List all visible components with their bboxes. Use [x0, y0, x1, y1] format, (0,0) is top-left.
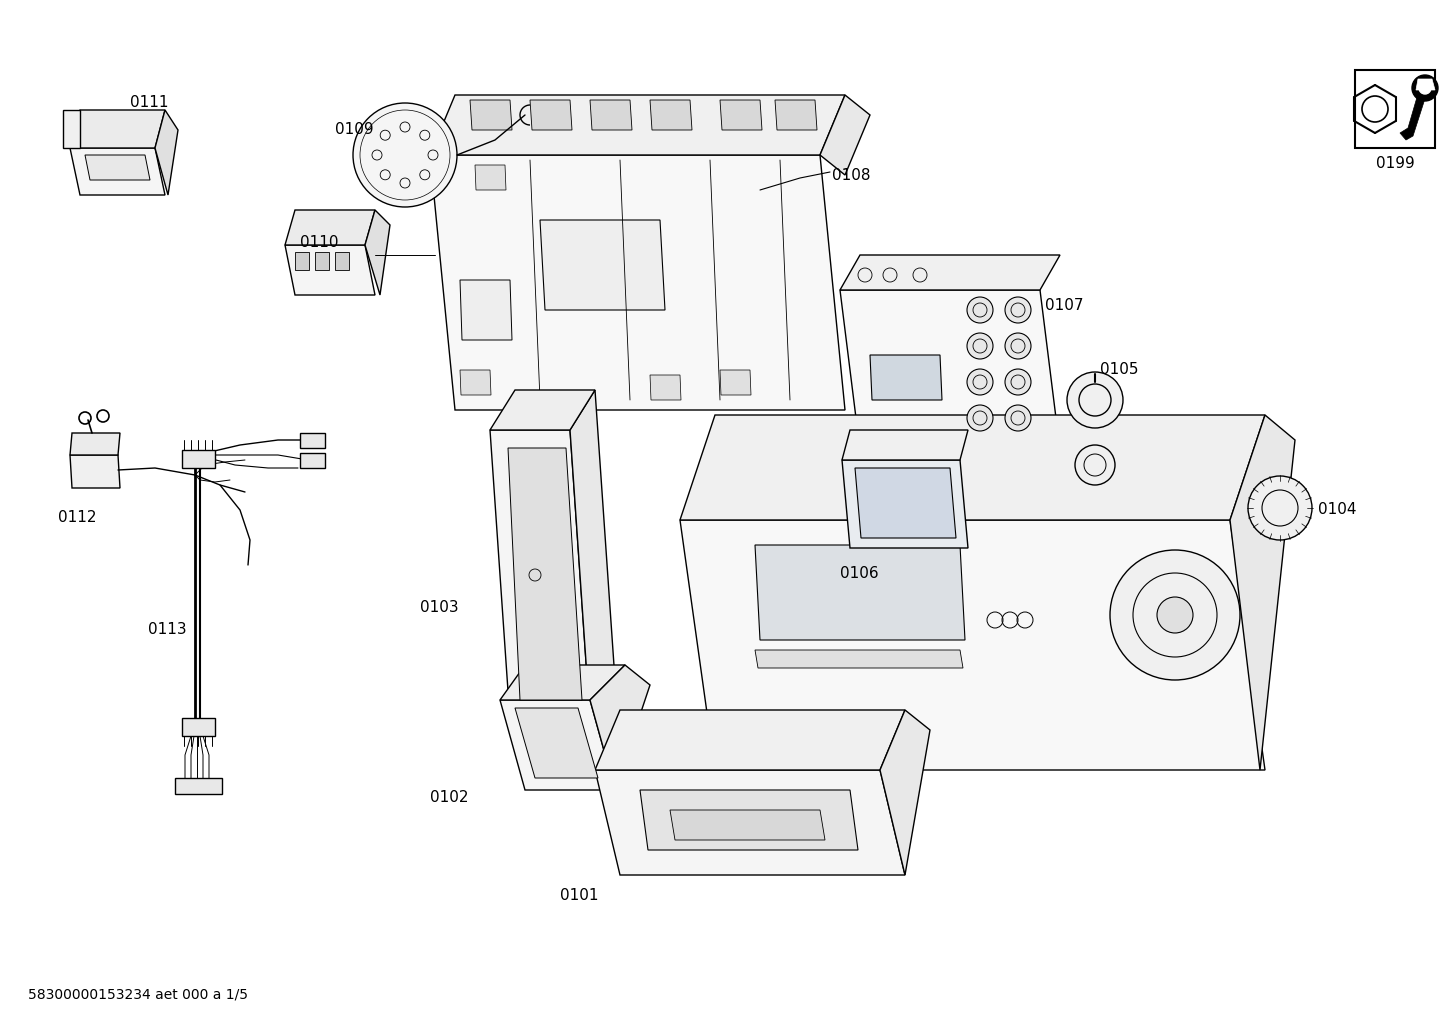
Circle shape — [1156, 597, 1193, 633]
Polygon shape — [1355, 70, 1435, 148]
Circle shape — [968, 333, 994, 359]
Polygon shape — [286, 245, 375, 294]
Circle shape — [968, 405, 994, 431]
Circle shape — [1005, 405, 1031, 431]
Polygon shape — [820, 95, 870, 175]
Polygon shape — [85, 155, 150, 180]
Text: 0110: 0110 — [300, 235, 339, 250]
Circle shape — [1247, 476, 1312, 540]
Polygon shape — [1230, 415, 1295, 770]
Polygon shape — [460, 370, 490, 395]
Circle shape — [1067, 372, 1123, 428]
Polygon shape — [174, 777, 222, 794]
Circle shape — [1363, 96, 1389, 122]
Polygon shape — [500, 665, 624, 700]
Polygon shape — [515, 708, 598, 777]
Polygon shape — [71, 110, 164, 148]
Polygon shape — [596, 770, 906, 875]
Circle shape — [1005, 369, 1031, 395]
Polygon shape — [300, 433, 324, 448]
Text: 0104: 0104 — [1318, 502, 1357, 517]
Polygon shape — [539, 220, 665, 310]
Polygon shape — [474, 165, 506, 190]
Polygon shape — [640, 790, 858, 850]
Polygon shape — [720, 370, 751, 395]
Polygon shape — [470, 100, 512, 130]
Polygon shape — [335, 252, 349, 270]
Polygon shape — [508, 448, 583, 700]
Polygon shape — [841, 290, 1060, 450]
Polygon shape — [650, 375, 681, 400]
Text: 0101: 0101 — [559, 888, 598, 903]
Polygon shape — [1416, 79, 1435, 90]
Polygon shape — [154, 110, 177, 195]
Polygon shape — [314, 252, 329, 270]
Circle shape — [1110, 550, 1240, 680]
Polygon shape — [756, 650, 963, 668]
Polygon shape — [300, 453, 324, 468]
Polygon shape — [756, 545, 965, 640]
Polygon shape — [570, 390, 614, 720]
Polygon shape — [500, 700, 614, 790]
Text: 0113: 0113 — [149, 622, 186, 637]
Polygon shape — [490, 430, 590, 720]
Polygon shape — [681, 415, 1265, 520]
Polygon shape — [720, 100, 761, 130]
Circle shape — [353, 103, 457, 207]
Polygon shape — [296, 252, 309, 270]
Circle shape — [1005, 297, 1031, 323]
Polygon shape — [596, 710, 906, 770]
Polygon shape — [870, 355, 942, 400]
Text: 0105: 0105 — [1100, 362, 1139, 377]
Text: 0109: 0109 — [335, 122, 373, 137]
Polygon shape — [286, 210, 375, 245]
Polygon shape — [590, 665, 650, 790]
Polygon shape — [841, 255, 1060, 290]
Text: 0199: 0199 — [1376, 156, 1415, 171]
Polygon shape — [681, 520, 1265, 770]
Polygon shape — [71, 455, 120, 488]
Text: 0103: 0103 — [420, 600, 459, 615]
Circle shape — [1074, 445, 1115, 485]
Polygon shape — [590, 100, 632, 130]
Text: 0108: 0108 — [832, 168, 871, 183]
Circle shape — [1419, 82, 1430, 94]
Polygon shape — [842, 430, 968, 460]
Polygon shape — [842, 460, 968, 548]
Polygon shape — [365, 210, 389, 294]
Polygon shape — [490, 390, 596, 430]
Polygon shape — [71, 433, 120, 455]
Polygon shape — [182, 718, 215, 736]
Text: 58300000153234 aet 000 a 1/5: 58300000153234 aet 000 a 1/5 — [27, 988, 248, 1002]
Circle shape — [968, 369, 994, 395]
Text: 0111: 0111 — [130, 95, 169, 110]
Polygon shape — [430, 95, 845, 155]
Circle shape — [1412, 75, 1438, 101]
Polygon shape — [182, 450, 215, 468]
Polygon shape — [460, 280, 512, 340]
Circle shape — [1005, 333, 1031, 359]
Polygon shape — [1400, 81, 1430, 140]
Text: 0106: 0106 — [841, 566, 878, 581]
Polygon shape — [855, 468, 956, 538]
Circle shape — [968, 297, 994, 323]
Polygon shape — [531, 100, 572, 130]
Polygon shape — [71, 148, 164, 195]
Text: 0112: 0112 — [58, 510, 97, 525]
Polygon shape — [671, 810, 825, 840]
Polygon shape — [63, 110, 79, 148]
Polygon shape — [880, 710, 930, 875]
Text: 0102: 0102 — [430, 790, 469, 805]
Polygon shape — [650, 100, 692, 130]
Text: 0107: 0107 — [1045, 298, 1083, 313]
Polygon shape — [430, 155, 845, 410]
Polygon shape — [774, 100, 818, 130]
